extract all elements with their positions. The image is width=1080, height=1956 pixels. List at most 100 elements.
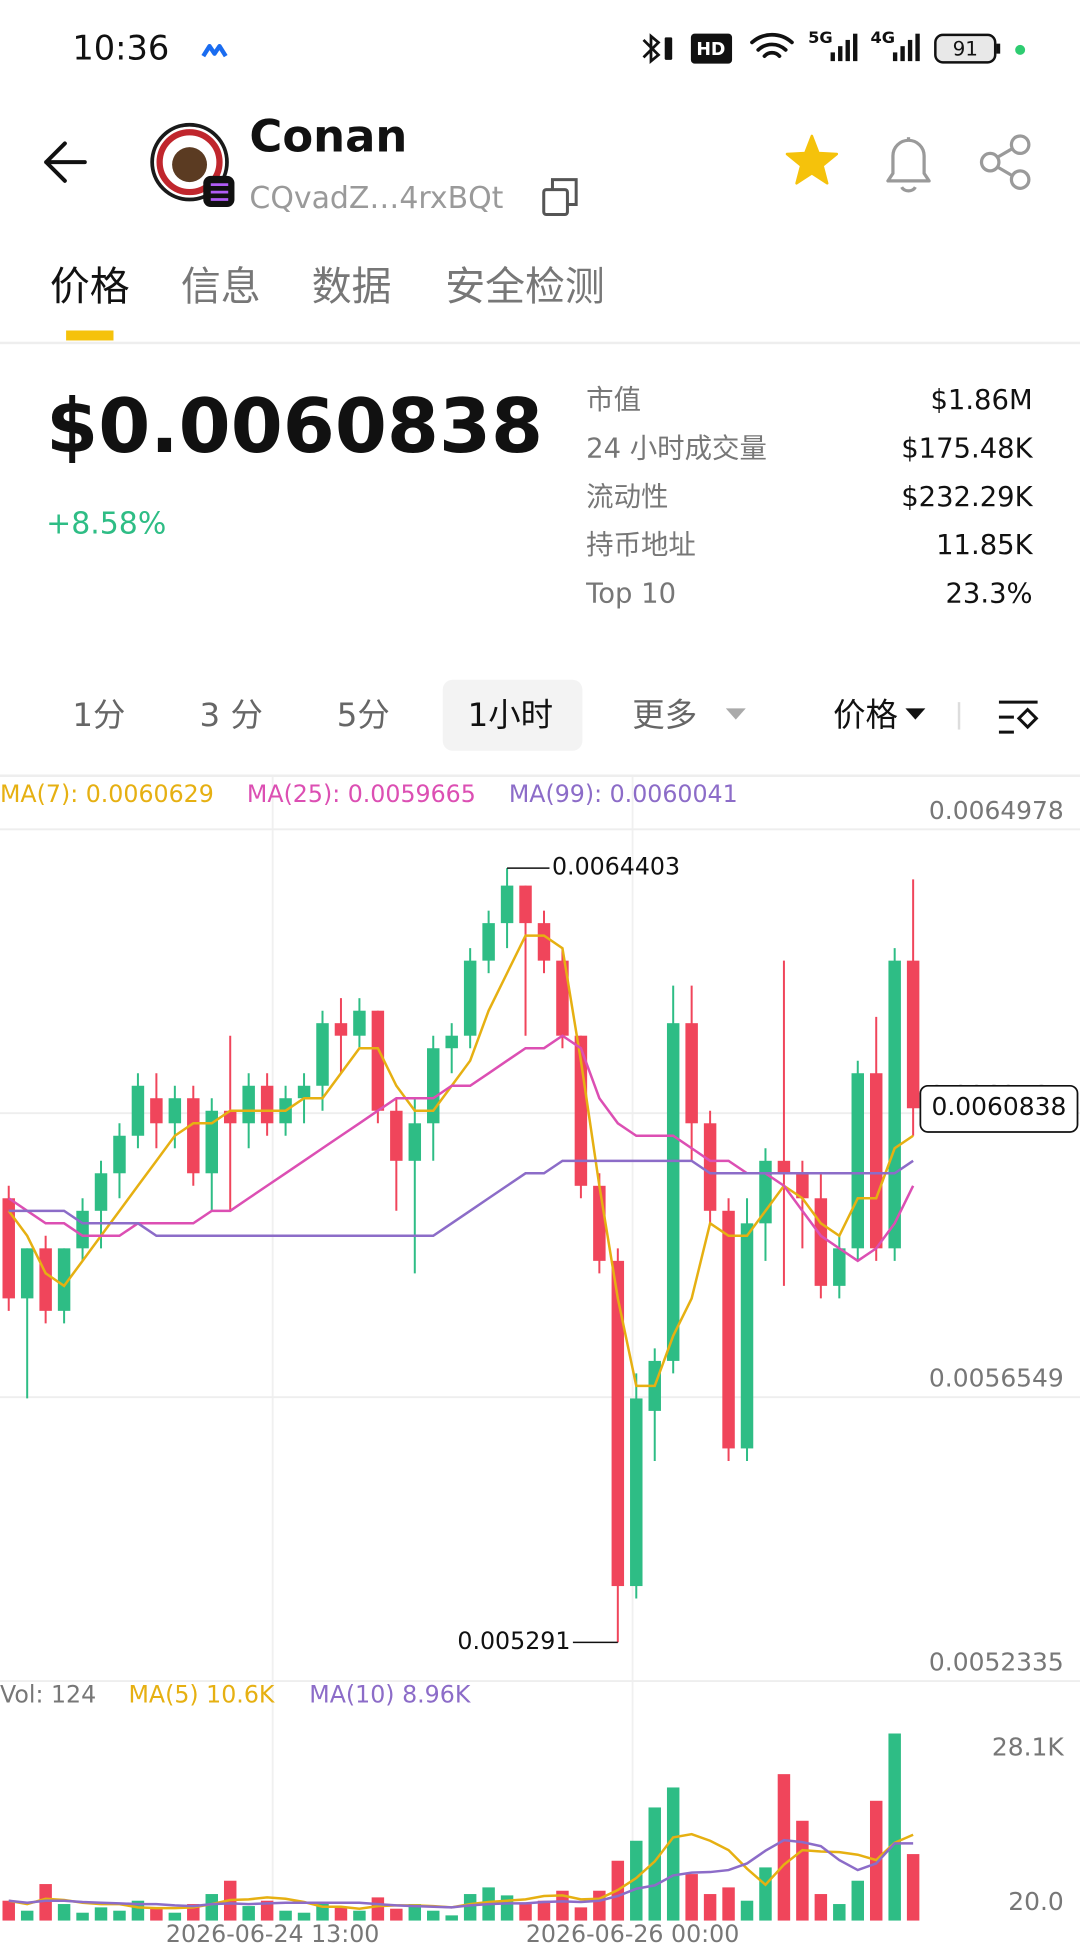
volume-bar (906, 1854, 920, 1921)
volume-ma-line (8, 1832, 914, 1910)
stat-value: $232.29K (901, 482, 1033, 513)
avatar-dog (172, 147, 208, 183)
hd-label: HD (696, 40, 725, 60)
tab[interactable]: 价格 (50, 264, 130, 310)
tab[interactable]: 信息 (181, 264, 261, 310)
low-label: 0.005291 (457, 1627, 570, 1655)
candle-body (722, 1210, 735, 1449)
candle-body (334, 1023, 348, 1036)
volume-bar (168, 1912, 182, 1921)
volume-ma-legend: MA(10) 8.96K (309, 1681, 472, 1709)
separator (957, 702, 961, 730)
divider (0, 774, 1080, 777)
x-tick-label: 2026-06-24 13:00 (166, 1920, 379, 1948)
candle-body (463, 960, 477, 1036)
volume-bar (593, 1890, 606, 1921)
y-tick-label: 0.0056549 (929, 1364, 1064, 1393)
volume-bar (814, 1894, 828, 1921)
candle-body (371, 1010, 385, 1111)
volume-tick-label: 20.0 (1008, 1887, 1064, 1916)
candle-body (205, 1110, 218, 1174)
candle-body (519, 885, 532, 924)
tab[interactable]: 数据 (312, 264, 392, 310)
price-summary: $0.0060838 +8.58% 市值 $1.86M 24 小时成交量 $175.4… (46, 383, 1033, 610)
volume-bar (630, 1840, 643, 1921)
volume-bar (57, 1904, 71, 1921)
interval[interactable]: 更多 (632, 696, 697, 734)
y-tick-label: 0.0052335 (929, 1648, 1064, 1677)
stat-label: 市值 (586, 385, 641, 416)
candle-body (500, 885, 514, 924)
candle-body (445, 1035, 458, 1049)
interval[interactable]: 1小时 (468, 696, 553, 734)
candle-body (260, 1085, 274, 1124)
volume-bar (279, 1910, 292, 1921)
stat-value: 11.85K (936, 530, 1034, 561)
chart-settings[interactable] (998, 700, 1039, 734)
volume-bar (371, 1897, 385, 1921)
candle-body (537, 923, 551, 961)
hd-badge (690, 33, 733, 64)
volume-bar (463, 1894, 477, 1921)
volume-bar (888, 1733, 901, 1921)
interval[interactable]: 1分 (72, 696, 125, 734)
tab[interactable]: 安全检测 (445, 264, 605, 310)
candle-body (427, 1048, 440, 1124)
last-price-box (919, 1084, 1079, 1133)
interval[interactable]: 5分 (337, 696, 390, 734)
candle-body (666, 1023, 680, 1361)
volume-bar (445, 1915, 458, 1921)
favorite-button[interactable] (785, 134, 839, 185)
volume-bar (353, 1910, 366, 1921)
battery-level: 91 (953, 36, 978, 60)
net2-label: 4G (870, 28, 895, 47)
chart-mode[interactable]: 价格 (833, 696, 898, 734)
candle-body (76, 1210, 89, 1249)
stats: 市值 $1.86M 24 小时成交量 $175.48K 流动性 $232.29K 持币地址 1… (585, 385, 1033, 610)
mode-arrow (905, 708, 926, 720)
alert-button[interactable] (886, 137, 931, 193)
battery (934, 33, 997, 64)
volume-bar (796, 1820, 809, 1921)
status-bar: 10:36 HD 5G 4G 91 (72, 28, 1026, 67)
volume-title: Vol: 124 (0, 1681, 96, 1709)
volume-bar (390, 1908, 403, 1921)
interval-active-bg (442, 679, 583, 751)
volume-bar (851, 1880, 864, 1921)
copy-button[interactable] (542, 178, 578, 217)
interval-bar: 1分 3 分 5分 1小时 更多 价格 (0, 679, 1080, 777)
candle-body (39, 1248, 52, 1311)
price-change: +8.58% (46, 507, 166, 542)
header: Conan CQvadZ…4rxBQt (44, 110, 1031, 217)
volume-bar (574, 1907, 588, 1921)
volume-bar (519, 1904, 532, 1921)
candle-body (150, 1098, 163, 1124)
net1-label: 5G (808, 28, 833, 47)
tab-bar: 价格 信息 数据 安全检测 (0, 264, 1080, 345)
candle-body (906, 960, 920, 1109)
current-price: $0.0060838 (46, 383, 543, 470)
interval[interactable]: 3 分 (200, 696, 263, 734)
candle-body (630, 1398, 643, 1587)
back-button[interactable] (44, 141, 87, 183)
volume-bar (94, 1907, 108, 1921)
candle-body (353, 1010, 366, 1036)
candle-body (685, 1023, 698, 1124)
battery-tip (996, 43, 1001, 54)
candle-body (851, 1073, 864, 1249)
candle-body (168, 1098, 182, 1124)
volume-ma-line (8, 1838, 914, 1909)
app-icon (201, 43, 228, 58)
candle-body (408, 1123, 422, 1161)
volume-bar (648, 1807, 661, 1921)
stat-label: Top 10 (585, 579, 676, 610)
token-name: Conan (249, 110, 407, 163)
candle-body (759, 1160, 772, 1224)
x-tick-label: 2026-06-26 00:00 (526, 1920, 739, 1948)
ma-legend: MA(25): 0.0059665 (247, 780, 476, 808)
signal-2 (892, 33, 920, 62)
volume-bar (537, 1900, 551, 1921)
share-button[interactable] (979, 134, 1031, 190)
